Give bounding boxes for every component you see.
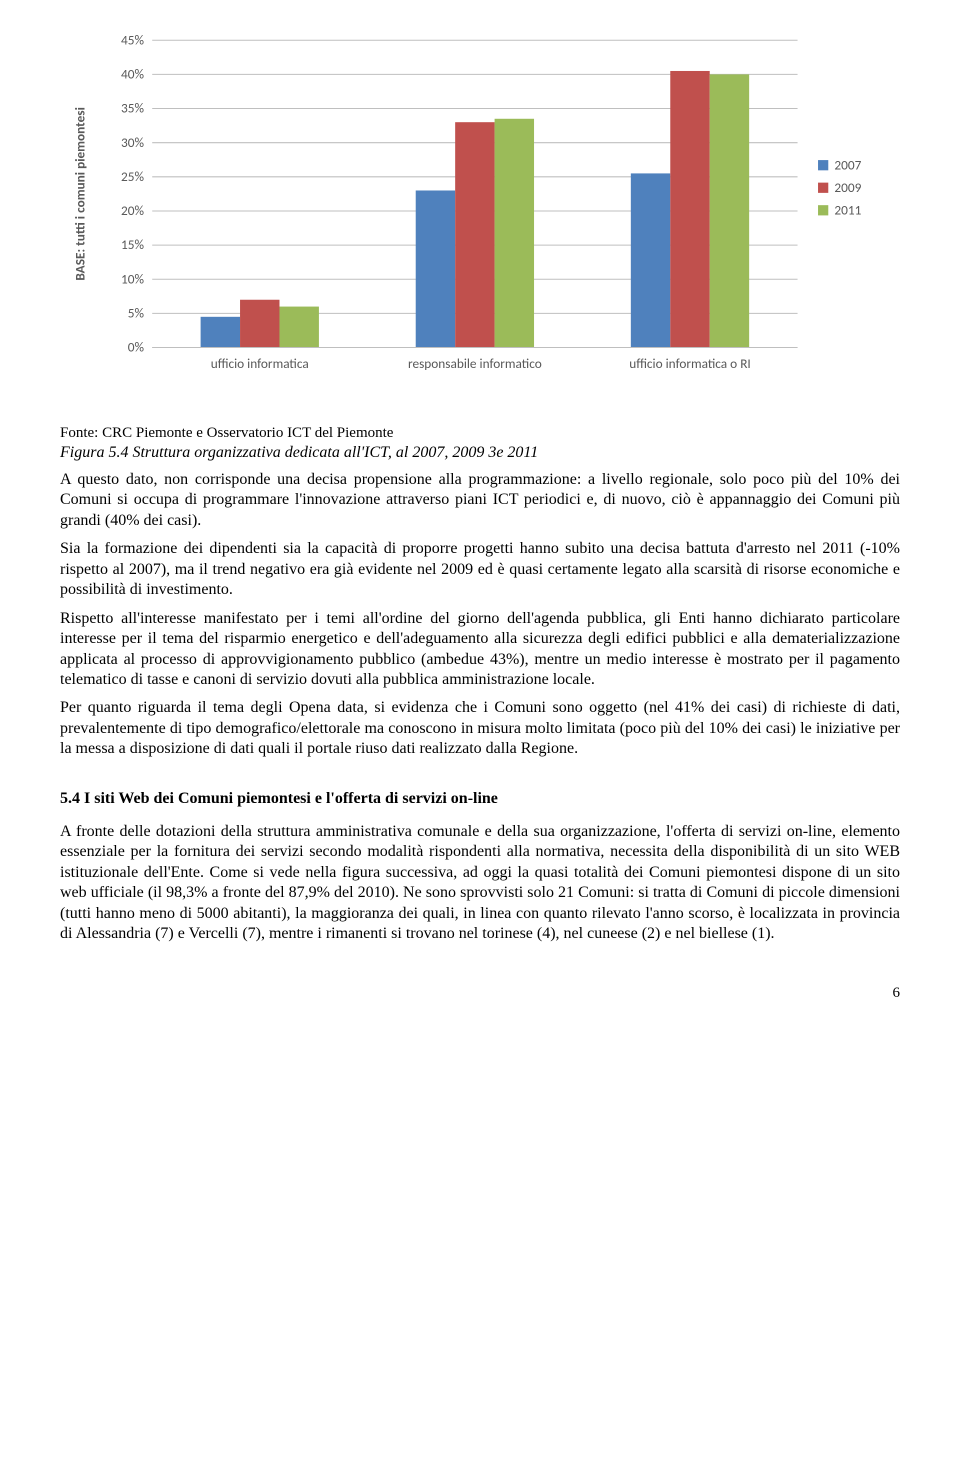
body-paragraph: Sia la formazione dei dipendenti sia la … — [60, 539, 900, 600]
svg-text:2009: 2009 — [834, 179, 861, 196]
svg-text:35%: 35% — [121, 100, 144, 117]
chart-source: Fonte: CRC Piemonte e Osservatorio ICT d… — [60, 425, 900, 442]
svg-text:10%: 10% — [121, 270, 144, 287]
bar-chart: 0% 5% 10% 15% 20% 25% 30% 35% 40% 45% BASE: tutti … — [60, 20, 900, 419]
chart-svg: 0% 5% 10% 15% 20% 25% 30% 35% 40% 45% BASE: tutti … — [60, 30, 900, 399]
svg-text:2011: 2011 — [834, 201, 861, 218]
body-paragraph: A fronte delle dotazioni della struttura… — [60, 822, 900, 945]
svg-text:ufficio informatica: ufficio informatica — [211, 355, 309, 372]
body-paragraph: Rispetto all'interesse manifestato per i… — [60, 609, 900, 691]
section-heading: 5.4 I siti Web dei Comuni piemontesi e l… — [60, 790, 900, 808]
svg-text:15%: 15% — [121, 236, 144, 253]
svg-text:30%: 30% — [121, 134, 144, 151]
svg-text:45%: 45% — [121, 31, 144, 48]
svg-text:0%: 0% — [128, 339, 145, 356]
svg-text:2007: 2007 — [834, 156, 861, 173]
body-paragraph: Per quanto riguarda il tema degli Opena … — [60, 698, 900, 759]
svg-text:25%: 25% — [121, 168, 144, 185]
figure-caption: Figura 5.4 Struttura organizzativa dedic… — [60, 444, 900, 462]
svg-text:ufficio informatica o RI: ufficio informatica o RI — [629, 355, 751, 372]
body-paragraph: A questo dato, non corrisponde una decis… — [60, 470, 900, 531]
svg-text:5%: 5% — [128, 305, 145, 322]
svg-text:20%: 20% — [121, 202, 144, 219]
svg-text:40%: 40% — [121, 65, 144, 82]
svg-text:responsabile informatico: responsabile informatico — [408, 355, 542, 372]
svg-text:BASE: tutti i comuni piemontes: BASE: tutti i comuni piemontesi — [72, 107, 89, 281]
page-number: 6 — [60, 985, 900, 1002]
